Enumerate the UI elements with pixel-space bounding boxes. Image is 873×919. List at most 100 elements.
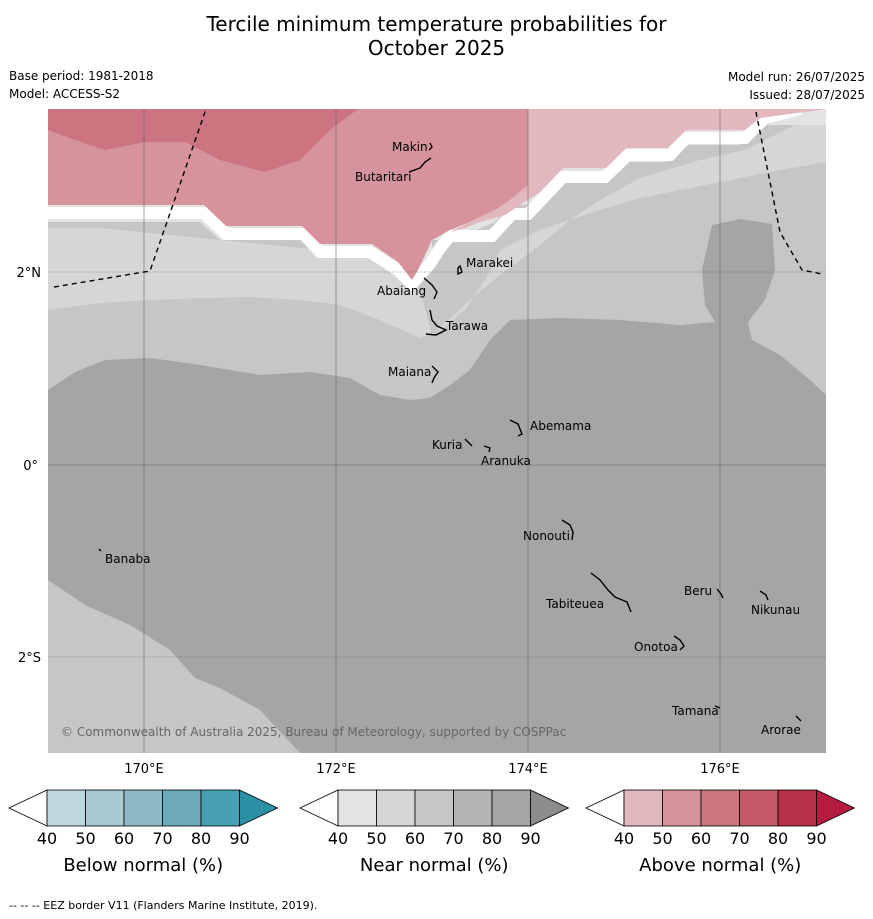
legend-segment-40 <box>46 789 86 827</box>
legend-tick-60: 60 <box>405 829 425 848</box>
legend-tick-40: 40 <box>37 829 57 848</box>
island-kuria <box>464 438 473 447</box>
eez-borders <box>53 108 823 288</box>
above-normal-40-band <box>450 109 826 232</box>
lat-tick-2n: 2°N <box>17 266 42 281</box>
label-butaritari: Butaritari <box>355 170 412 184</box>
base-period: Base period: 1981-2018 <box>9 69 154 83</box>
legend-segment-below-40 <box>8 789 48 827</box>
island-tabiteuea <box>590 572 632 613</box>
chart-title: Tercile minimum temperature probabilitie… <box>0 12 873 60</box>
label-tamana: Tamana <box>671 704 719 718</box>
lat-tick-0: 0° <box>23 459 38 474</box>
island-abemama <box>509 419 523 437</box>
legend-segment-below-40 <box>299 789 339 827</box>
near-normal-70-region <box>48 219 826 753</box>
eez-border-west <box>53 108 207 288</box>
label-maiana: Maiana <box>388 365 431 379</box>
legend-segment-above-90 <box>530 789 570 827</box>
legend-segment-above-90 <box>239 789 279 827</box>
legend-tick-50: 50 <box>652 829 672 848</box>
legend-segment-60 <box>414 789 454 827</box>
legend-title: Near normal (%) <box>360 855 509 876</box>
place-labels: Makin Butaritari Marakei Abaiang Tarawa … <box>105 140 801 737</box>
legend-segment-above-90 <box>816 789 856 827</box>
lon-tick-172e: 172°E <box>316 762 356 777</box>
island-maiana <box>431 365 439 384</box>
eez-footnote: -- -- -- EEZ border V11 (Flanders Marine… <box>9 899 318 912</box>
island-tarawa <box>425 309 448 336</box>
tercile-boundary-white <box>48 109 802 293</box>
island-butaritari <box>408 157 432 173</box>
label-tabiteuea: Tabiteuea <box>545 597 604 611</box>
label-arorae: Arorae <box>761 723 801 737</box>
island-beru <box>716 588 724 599</box>
legend-segment-80 <box>491 789 531 827</box>
legends: 40 50 60 70 80 90 Below normal (%) 40 50 60 70 80 90… <box>8 789 856 876</box>
title-line-2: October 2025 <box>367 36 506 60</box>
lon-tick-176e: 176°E <box>700 762 740 777</box>
island-marakei <box>457 264 463 276</box>
legend-segment-70 <box>453 789 493 827</box>
lat-tick-2s: 2°S <box>18 651 41 666</box>
legend-tick-70: 70 <box>152 829 172 848</box>
legend-title: Below normal (%) <box>63 855 223 876</box>
legend-segment-80 <box>777 789 817 827</box>
legend-segment-below-40 <box>585 789 625 827</box>
legend-segment-40 <box>337 789 377 827</box>
legend-tick-40: 40 <box>328 829 348 848</box>
legend-tick-90: 90 <box>806 829 826 848</box>
islands <box>98 142 802 722</box>
island-arorae <box>795 715 802 722</box>
eez-border-east <box>755 111 823 275</box>
legend-tick-40: 40 <box>614 829 634 848</box>
label-marakei: Marakei <box>466 256 513 270</box>
island-nonouti <box>561 519 574 541</box>
label-onotoa: Onotoa <box>634 640 678 654</box>
gridlines <box>48 109 826 753</box>
legend-tick-80: 80 <box>482 829 502 848</box>
island-tamana <box>714 705 721 709</box>
island-onotoa <box>673 635 685 651</box>
island-aranuka <box>483 445 491 453</box>
label-aranuka: Aranuka <box>481 454 531 468</box>
label-beru: Beru <box>684 584 712 598</box>
legend-segment-50 <box>85 789 125 827</box>
legend-tick-80: 80 <box>768 829 788 848</box>
island-nikunau <box>759 590 769 601</box>
label-tarawa: Tarawa <box>445 319 488 333</box>
legend-tick-90: 90 <box>229 829 249 848</box>
copyright-notice: © Commonwealth of Australia 2025, Bureau… <box>61 725 566 739</box>
label-nikunau: Nikunau <box>751 603 800 617</box>
legend-segment-60 <box>700 789 740 827</box>
legend-title: Above normal (%) <box>639 855 801 876</box>
legend-tick-60: 60 <box>691 829 711 848</box>
legend-segment-50 <box>376 789 416 827</box>
legend-segment-70 <box>739 789 779 827</box>
model-name: Model: ACCESS-S2 <box>9 87 121 101</box>
island-banaba <box>98 548 102 552</box>
label-abaiang: Abaiang <box>377 284 426 298</box>
axis-labels: 170°E 172°E 174°E 176°E 2°N 0° 2°S <box>17 266 740 777</box>
legend-tick-50: 50 <box>366 829 386 848</box>
legend-tick-80: 80 <box>191 829 211 848</box>
legend-segment-60 <box>123 789 163 827</box>
legend-segment-50 <box>662 789 702 827</box>
meta-right: Model run: 26/07/2025 Issued: 28/07/2025 <box>728 68 865 104</box>
legend-tick-70: 70 <box>729 829 749 848</box>
label-makin: Makin <box>392 140 428 154</box>
label-banaba: Banaba <box>105 552 151 566</box>
legend-segment-40 <box>623 789 663 827</box>
label-kuria: Kuria <box>432 438 463 452</box>
lon-tick-174e: 174°E <box>508 762 548 777</box>
label-nonouti: Nonouti <box>523 529 570 543</box>
legend-tick-70: 70 <box>443 829 463 848</box>
lon-tick-170e: 170°E <box>124 762 164 777</box>
legend-below-normal: 40 50 60 70 80 90 Below normal (%) <box>8 789 279 876</box>
legend-above-normal: 40 50 60 70 80 90 Above normal (%) <box>585 789 856 876</box>
legend-tick-60: 60 <box>114 829 134 848</box>
legend-near-normal: 40 50 60 70 80 90 Near normal (%) <box>299 789 570 876</box>
legend-segment-70 <box>162 789 202 827</box>
issued-date: Issued: 28/07/2025 <box>749 88 865 102</box>
